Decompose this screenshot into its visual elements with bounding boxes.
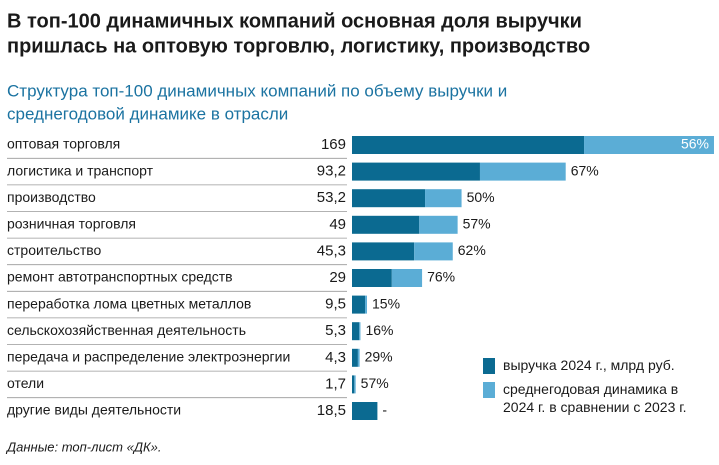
growth-label: 56% (681, 136, 709, 152)
revenue-bar (352, 348, 358, 367)
growth-bar (584, 136, 714, 154)
revenue-bar (352, 322, 360, 341)
growth-label: 16% (365, 322, 393, 338)
growth-label: 57% (361, 375, 389, 391)
chart-subtitle: среднегодовой динамике в отрасли (7, 104, 288, 123)
growth-bar (357, 348, 360, 367)
growth-bar (414, 242, 453, 261)
growth-label: - (382, 402, 387, 418)
category-label: логистика и транспорт (7, 162, 154, 178)
value-label: 53,2 (317, 189, 346, 206)
growth-bar (391, 269, 423, 287)
category-label: другие виды деятельности (7, 402, 181, 418)
category-label: сельскохозяйственная деятельность (7, 322, 246, 338)
value-label: 169 (321, 136, 346, 153)
value-label: 9,5 (325, 296, 346, 313)
source: Данные: топ-лист «ДК». (5, 439, 162, 454)
legend-label: среднегодовая динамика в 2024 г. в сравн… (503, 381, 687, 415)
value-label: 29 (329, 269, 346, 286)
value-label: 4,3 (325, 349, 346, 366)
growth-bar (365, 295, 367, 314)
revenue-bar (352, 402, 378, 420)
legend-item: выручка 2024 г., млрд руб. (483, 356, 713, 374)
revenue-bar (352, 136, 585, 154)
growth-label: 76% (427, 269, 455, 285)
revenue-bar (352, 375, 355, 394)
revenue-bar (352, 269, 392, 287)
legend-swatch (483, 382, 495, 398)
category-label: переработка лома цветных металлов (7, 295, 251, 311)
legend-label: выручка 2024 г., млрд руб. (503, 357, 675, 373)
chart-title: В топ-100 динамичных компаний основная д… (7, 10, 582, 32)
value-label: 45,3 (317, 242, 346, 259)
growth-bar (419, 215, 458, 234)
value-label: 18,5 (317, 402, 346, 419)
growth-label: 67% (571, 162, 599, 178)
category-label: производство (7, 189, 96, 205)
revenue-bar (352, 242, 415, 261)
growth-label: 15% (372, 295, 400, 311)
category-label: передача и распределение электроэнергии (7, 349, 290, 365)
chart-title: пришлась на оптовую торговлю, логистику,… (7, 35, 590, 57)
category-label: оптовая торговля (7, 136, 120, 152)
value-label: 5,3 (325, 322, 346, 339)
chart-subtitle: Структура топ-100 динамичных компаний по… (7, 81, 507, 100)
revenue-bar (352, 189, 426, 208)
growth-label: 57% (463, 216, 491, 232)
revenue-bar (352, 162, 480, 181)
value-label: 49 (329, 216, 346, 233)
value-label: 93,2 (317, 163, 346, 180)
category-label: строительство (7, 242, 102, 258)
category-label: розничная торговля (7, 216, 136, 232)
growth-label: 50% (467, 189, 495, 205)
growth-bar (479, 162, 566, 181)
category-label: ремонт автотранспортных средств (7, 269, 233, 285)
revenue-bar (352, 295, 366, 314)
category-label: отели (7, 375, 44, 391)
growth-bar (359, 322, 361, 341)
legend-swatch (483, 358, 495, 374)
growth-label: 29% (365, 349, 393, 365)
value-label: 1,7 (325, 375, 346, 392)
legend-item: среднегодовая динамика в 2024 г. в сравн… (483, 380, 713, 416)
growth-bar (354, 375, 356, 394)
revenue-bar (352, 215, 420, 234)
growth-bar (425, 189, 462, 208)
growth-label: 62% (458, 242, 486, 258)
